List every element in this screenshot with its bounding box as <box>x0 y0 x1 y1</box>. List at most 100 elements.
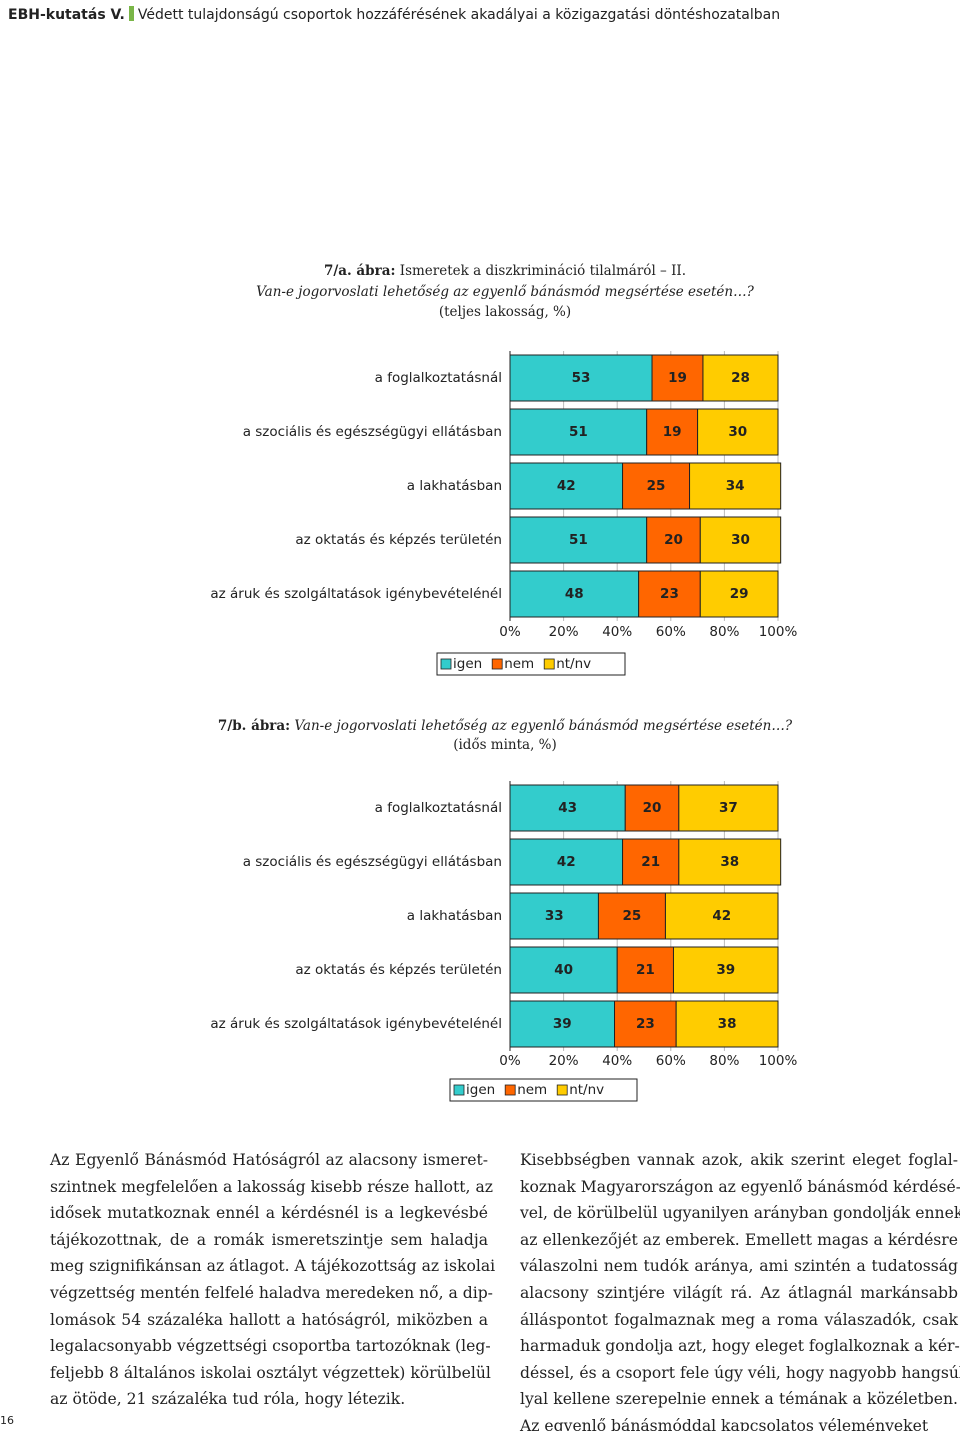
value-label: 51 <box>569 424 588 440</box>
legend-swatch <box>491 658 503 670</box>
header-title: Védett tulajdonságú csoportok hozzáférés… <box>137 7 781 23</box>
category-label: a foglalkoztatásnál <box>375 800 502 816</box>
figure-label: 7/a. ábra: <box>323 263 396 279</box>
x-tick-label: 40% <box>602 1053 632 1069</box>
legend-label: igen <box>453 656 482 672</box>
bar-segment <box>702 354 779 402</box>
x-tick-label: 60% <box>656 1053 686 1069</box>
value-label: 38 <box>718 1016 737 1032</box>
legend-label: igen <box>466 1082 495 1098</box>
value-label: 42 <box>557 854 576 870</box>
text-column: Kisebbségben vannak azok, akik szerint e… <box>520 1147 960 1431</box>
value-label: 20 <box>643 800 662 816</box>
legend-swatch <box>440 658 452 670</box>
figure-note: (idős minta, %) <box>453 737 557 753</box>
value-label: 29 <box>730 586 749 602</box>
value-label: 30 <box>731 532 750 548</box>
value-label: 19 <box>668 370 687 386</box>
text-line: Az Egyenlő Bánásmód Hatóságról az alacso… <box>50 1151 488 1169</box>
bar-segment <box>646 516 701 564</box>
value-label: 23 <box>660 586 679 602</box>
text-line: legalacsonyabb végzettségi csoportba tar… <box>50 1337 491 1356</box>
text-line: vel, de körülbelül ugyanilyen arányban g… <box>520 1204 960 1223</box>
legend-box <box>436 652 626 676</box>
value-label: 37 <box>719 800 738 816</box>
value-label: 20 <box>664 532 683 548</box>
x-tick-label: 80% <box>709 1053 739 1069</box>
bar-segment <box>638 570 701 618</box>
text-line: déssel, és a csoport fele úgy véli, hogy… <box>520 1363 960 1382</box>
text-line: álláspontot fogalmaznak meg a roma válas… <box>520 1310 958 1329</box>
text-line: végzettség mentén felfelé haladva merede… <box>50 1283 493 1302</box>
figure-title: Ismeretek a diszkrimináció tilalmáról – … <box>399 263 687 279</box>
bar-segment <box>678 838 782 886</box>
value-label: 21 <box>636 962 655 978</box>
text-line: meg szignifikánsan az átlagot. A tájékoz… <box>50 1257 496 1276</box>
category-label: a szociális és egészségügyi ellátásban <box>243 424 502 440</box>
bar-segment <box>622 838 680 886</box>
text-line: Kisebbségben vannak azok, akik szerint e… <box>520 1151 958 1169</box>
text-line: Az egyenlő bánásmóddal kapcsolatos vélem… <box>520 1416 929 1431</box>
bar-segment <box>675 1000 779 1048</box>
value-label: 51 <box>569 532 588 548</box>
legend-swatch <box>453 1084 465 1096</box>
bar-segment <box>697 408 779 456</box>
figure-note: (teljes lakosság, %) <box>438 304 572 320</box>
value-label: 42 <box>712 908 731 924</box>
legend-label: nt/nv <box>556 656 591 672</box>
page-number: 16 <box>0 1414 14 1427</box>
legend-label: nt/nv <box>569 1082 604 1098</box>
series-title: EBH-kutatás V. <box>8 7 125 23</box>
x-tick-label: 80% <box>709 624 739 640</box>
text-line: szintnek megfelelően a lakosság kisebb r… <box>50 1177 493 1196</box>
bar-segment <box>699 570 779 618</box>
figure-subtitle: Van-e jogorvoslati lehetőség az egyenlő … <box>256 284 754 300</box>
legend-swatch <box>543 658 555 670</box>
text-line: tájékozottnak, de a romák ismeretszintje… <box>50 1230 488 1249</box>
figure-caption: 7/a. ábra: Ismeretek a diszkrimináció ti… <box>0 263 960 279</box>
bar-segment <box>509 570 640 618</box>
bar-segment <box>672 946 779 994</box>
bar-segment <box>651 354 704 402</box>
category-label: az oktatás és képzés területén <box>295 962 502 978</box>
bar-segment <box>509 838 624 886</box>
divider <box>128 6 134 21</box>
text-line: lomások 54 százaléka hallott a hatóságró… <box>50 1310 488 1329</box>
x-tick-label: 100% <box>759 1053 798 1069</box>
text-column: Az Egyenlő Bánásmód Hatóságról az alacso… <box>50 1147 496 1413</box>
legend-swatch <box>556 1084 568 1096</box>
value-label: 34 <box>726 478 745 494</box>
text-line: az ötöde, 21 százaléka tud róla, hogy lé… <box>50 1390 406 1409</box>
legend-label: nem <box>504 656 534 672</box>
category-label: az áruk és szolgáltatások igénybevételén… <box>210 586 502 602</box>
category-label: a lakhatásban <box>407 908 502 924</box>
category-label: az oktatás és képzés területén <box>295 532 502 548</box>
value-label: 39 <box>716 962 735 978</box>
value-label: 43 <box>558 800 577 816</box>
x-tick-label: 0% <box>499 1053 521 1069</box>
x-tick-label: 0% <box>499 624 521 640</box>
legend-swatch <box>504 1084 516 1096</box>
bar-segment <box>622 462 691 510</box>
value-label: 21 <box>641 854 660 870</box>
value-label: 25 <box>623 908 642 924</box>
value-label: 48 <box>565 586 584 602</box>
value-label: 23 <box>636 1016 655 1032</box>
category-label: a szociális és egészségügyi ellátásban <box>243 854 502 870</box>
text-line: koznak Magyarországon az egyenlő bánásmó… <box>520 1177 960 1196</box>
figure-subtitle-line: Van-e jogorvoslati lehetőség az egyenlő … <box>0 284 960 300</box>
category-label: a lakhatásban <box>407 478 502 494</box>
bar-segment <box>616 946 674 994</box>
bar-segment <box>664 892 779 940</box>
value-label: 53 <box>572 370 591 386</box>
bar-segment <box>509 462 624 510</box>
figure-label: 7/b. ábra: <box>217 718 291 734</box>
value-label: 39 <box>553 1016 572 1032</box>
bar-segment <box>597 892 666 940</box>
value-label: 33 <box>545 908 564 924</box>
bar-segment <box>699 516 782 564</box>
text-line: lyal kellene szerepelnie ennek a témának… <box>520 1390 958 1409</box>
bar-segment <box>689 462 782 510</box>
figure-caption: 7/b. ábra: Van-e jogorvoslati lehetőség … <box>0 718 960 734</box>
